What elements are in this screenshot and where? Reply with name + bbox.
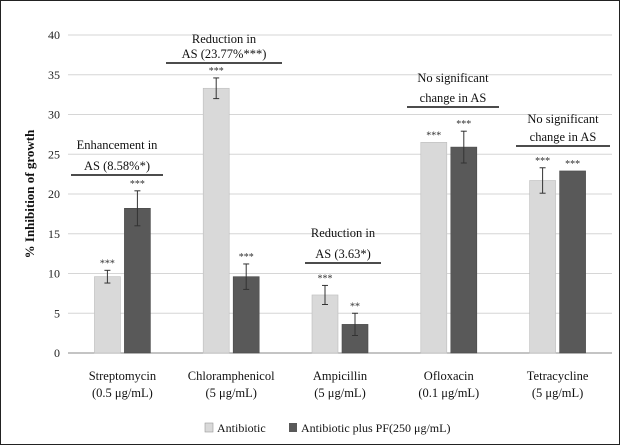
y-axis-label: % Inhibition of growth <box>22 129 37 258</box>
y-tick-label: 20 <box>48 187 60 201</box>
x-tick-label: Ofloxacin <box>424 369 475 383</box>
y-tick-label: 25 <box>48 147 60 161</box>
legend-label: Antibiotic <box>217 421 266 435</box>
y-tick-label: 15 <box>48 227 60 241</box>
x-tick-label: Ampicillin <box>313 369 368 383</box>
y-tick-label: 35 <box>48 68 60 82</box>
annotation-text: No significant <box>417 71 489 85</box>
annotation-text: No significant <box>527 112 599 126</box>
significance-label: *** <box>130 179 145 190</box>
x-tick-label: Chloramphenicol <box>188 369 275 383</box>
x-tick-label: (5 μg/mL) <box>532 386 583 400</box>
x-tick-label: (0.5 μg/mL) <box>92 386 153 400</box>
legend-swatch-antibiotic <box>204 422 214 433</box>
bar-antibiotic <box>202 87 230 354</box>
legend-label: Antibiotic plus PF(250 μg/mL) <box>301 421 450 435</box>
annotation-text: Reduction in <box>311 226 376 240</box>
significance-label: *** <box>100 258 115 269</box>
x-tick-label: Streptomycin <box>89 369 157 383</box>
y-tick-label: 5 <box>54 306 60 320</box>
bar-antibiotic-plus-pf <box>559 170 586 354</box>
bar-antibiotic <box>529 180 556 354</box>
x-tick-label: (5 μg/mL) <box>314 386 365 400</box>
x-tick-label: Tetracycline <box>527 369 589 383</box>
annotation-text: AS (3.63*) <box>315 247 371 261</box>
significance-label: *** <box>426 130 441 141</box>
bar-antibiotic <box>420 142 448 354</box>
significance-label: *** <box>209 66 224 77</box>
y-tick-label: 40 <box>48 28 60 42</box>
y-tick-label: 10 <box>48 267 60 281</box>
annotation-text: Enhancement in <box>77 138 159 152</box>
significance-label: *** <box>239 252 254 263</box>
y-tick-label: 30 <box>48 108 60 122</box>
bar-antibiotic-plus-pf <box>450 146 478 354</box>
significance-label: *** <box>565 159 580 170</box>
annotation-text: AS (8.58%*) <box>84 159 150 173</box>
legend-swatch-antibiotic-plus-pf <box>289 423 297 432</box>
annotation-text: AS (23.77%***) <box>182 47 267 61</box>
significance-label: *** <box>318 273 333 284</box>
y-tick-label: 0 <box>54 346 60 360</box>
annotation-text: change in AS <box>420 91 487 105</box>
x-tick-label: (0.1 μg/mL) <box>418 386 479 400</box>
annotation-text: change in AS <box>530 130 597 144</box>
bar-antibiotic-plus-pf <box>124 208 151 354</box>
significance-label: ** <box>350 301 360 312</box>
significance-label: *** <box>535 156 550 167</box>
bar-antibiotic <box>94 276 121 354</box>
x-tick-label: (5 μg/mL) <box>205 386 256 400</box>
annotation-text: Reduction in <box>192 32 257 46</box>
significance-label: *** <box>456 119 471 130</box>
